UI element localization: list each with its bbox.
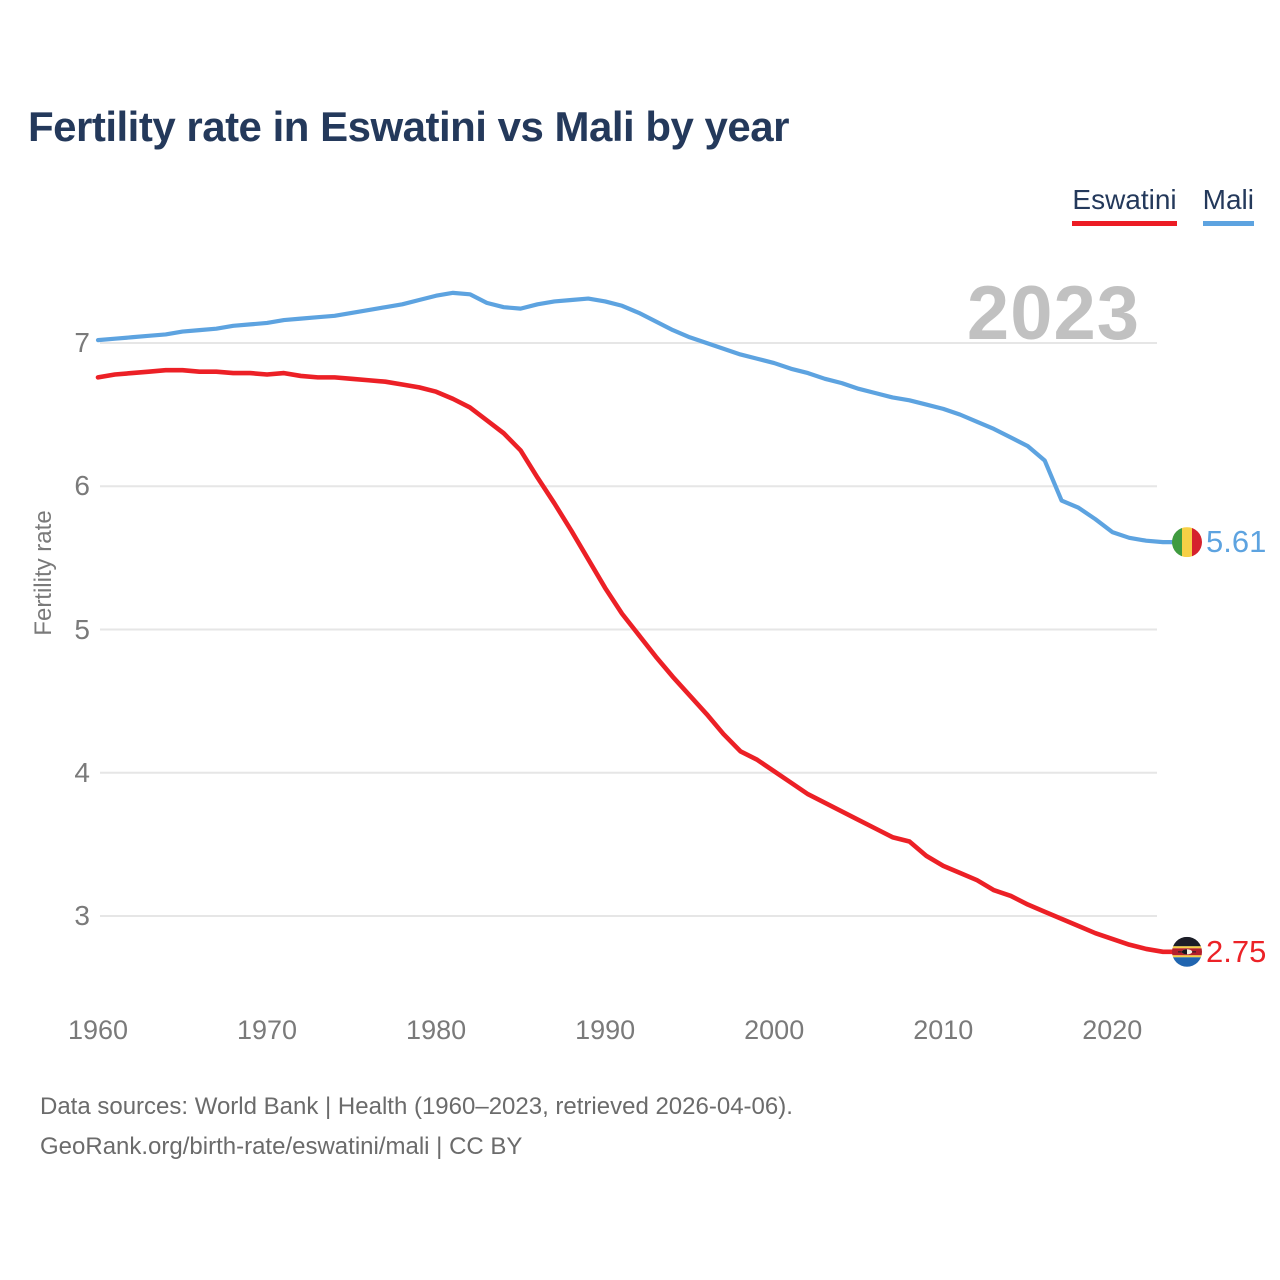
footer-source-line: Data sources: World Bank | Health (1960–… [40, 1093, 793, 1120]
y-axis-tick-label-4: 4 [74, 756, 90, 788]
legend-item-mali[interactable]: Mali [1202, 184, 1254, 226]
eswatini-flag-icon [1172, 936, 1202, 967]
footer: Data sources: World Bank | Health (1960–… [40, 1087, 793, 1167]
legend: Eswatini Mali [1072, 184, 1254, 226]
y-axis-tick-label-5: 5 [74, 613, 90, 645]
x-axis-tick-label-2010: 2010 [913, 1015, 974, 1045]
x-axis-tick-label-1990: 1990 [575, 1015, 636, 1045]
mali-flag-icon [1172, 527, 1202, 558]
x-axis-tick-label-1970: 1970 [237, 1015, 298, 1045]
y-axis-tick-label-7: 7 [74, 327, 90, 358]
x-axis-tick-label-1980: 1980 [406, 1015, 467, 1045]
year-watermark: 2023 [966, 271, 1140, 356]
series-line-eswatini[interactable] [95, 367, 1177, 955]
x-axis-tick-label-2020: 2020 [1082, 1015, 1143, 1045]
footer-attribution-line: GeoRank.org/birth-rate/eswatini/mali | C… [40, 1133, 523, 1160]
y-axis-tick-label-6: 6 [74, 470, 90, 502]
x-axis-tick-label-2000: 2000 [744, 1015, 805, 1045]
legend-item-eswatini[interactable]: Eswatini [1072, 184, 1177, 226]
page-title: Fertility rate in Eswatini vs Mali by ye… [28, 103, 789, 150]
y-axis-title: Fertility rate [30, 510, 57, 636]
y-axis-tick-label-3: 3 [74, 900, 90, 931]
x-axis-tick-label-1960: 1960 [67, 1015, 129, 1045]
end-value-label-mali: 5.61 [1206, 524, 1267, 560]
series-line-mali[interactable] [95, 290, 1177, 545]
end-value-label-eswatini: 2.75 [1206, 933, 1267, 969]
